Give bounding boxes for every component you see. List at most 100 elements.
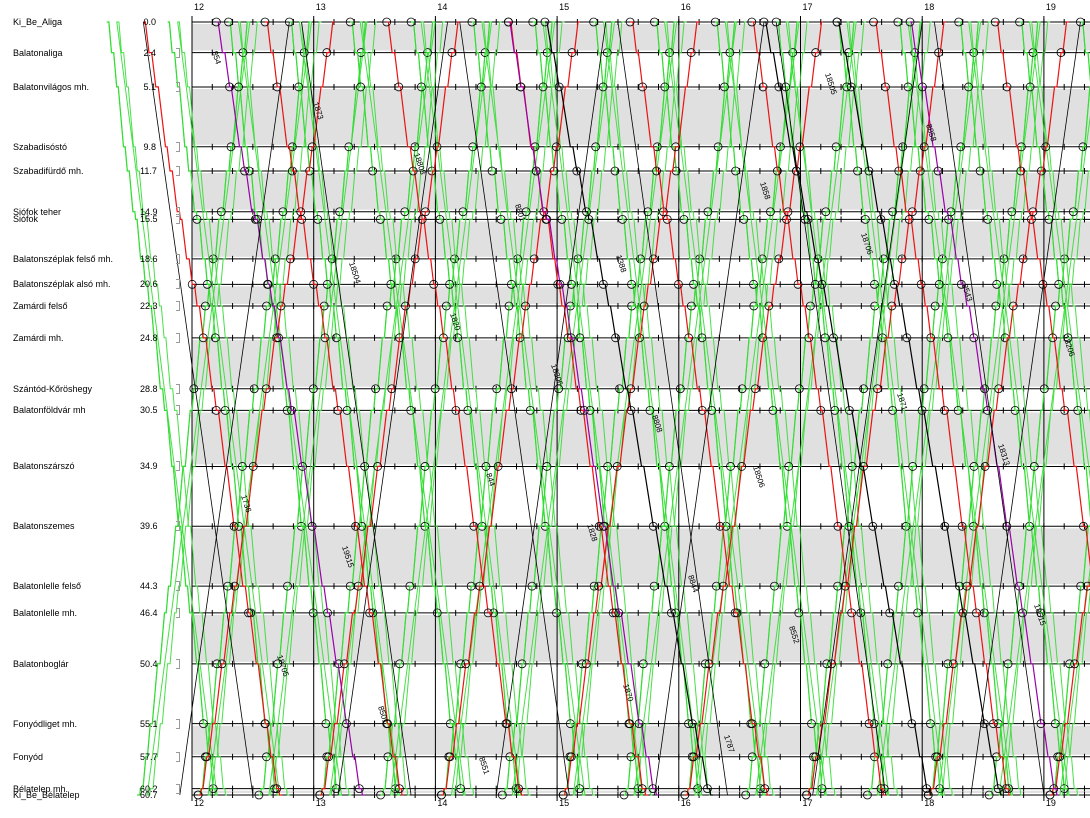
- station-km: 55.1: [140, 718, 158, 729]
- hour-axis: 12 12 13 13 14 14 15 15 16 16 17 17 18 18 19 19: [194, 2, 1056, 808]
- stop-marker: [652, 166, 661, 176]
- stop-marker: [760, 659, 770, 669]
- stop-marker: [932, 752, 942, 762]
- stop-marker: [320, 333, 330, 343]
- stop-marker: [554, 82, 564, 92]
- stop-marker: [371, 384, 380, 394]
- freight-path: [812, 21, 923, 796]
- stop-marker: [1044, 214, 1054, 224]
- stop-marker: [439, 333, 448, 343]
- train-path: [544, 21, 713, 796]
- station-name: Fonyódliget mh.: [13, 718, 78, 729]
- stop-marker: [832, 17, 842, 27]
- stop-marker: [1039, 384, 1049, 394]
- stop-marker: [671, 142, 681, 152]
- stop-marker: [713, 142, 723, 152]
- stop-marker: [612, 462, 622, 471]
- train-path: [715, 21, 827, 796]
- stop-marker: [401, 301, 410, 311]
- stop-marker: [504, 17, 513, 27]
- stop-marker: [432, 608, 442, 618]
- station-name: Balatonföldvár mh: [13, 405, 86, 416]
- train-path: [1050, 577, 1090, 796]
- stop-marker: [516, 82, 526, 92]
- hour-label-top: 15: [559, 2, 569, 12]
- stop-marker: [538, 82, 548, 92]
- stop-marker: [1027, 214, 1036, 224]
- station-name: Ki_Be_Bélatelep: [13, 790, 80, 800]
- stop-marker: [466, 581, 476, 591]
- stop-marker: [1048, 333, 1058, 343]
- train-path: [958, 21, 1069, 796]
- stop-marker: [739, 214, 749, 224]
- stop-marker: [581, 659, 591, 669]
- station-name: Siófok teher: [13, 206, 62, 217]
- station-band: [192, 88, 1090, 145]
- station-marker: [176, 332, 180, 343]
- stop-marker: [198, 333, 208, 343]
- station-marker: [176, 47, 180, 58]
- stop-marker: [859, 384, 868, 394]
- stop-marker: [926, 719, 935, 729]
- stop-marker: [821, 207, 831, 217]
- stop-marker: [458, 207, 468, 217]
- stop-marker: [845, 406, 854, 415]
- stop-marker: [774, 82, 784, 92]
- station-name: Balatonszéplak felső mh.: [13, 253, 114, 264]
- stop-marker: [447, 48, 457, 57]
- stop-marker: [999, 254, 1009, 264]
- stop-marker: [747, 752, 757, 762]
- stop-marker: [667, 608, 676, 618]
- stop-marker: [598, 279, 608, 289]
- stop-marker: [638, 659, 648, 669]
- freight-path: [459, 21, 570, 796]
- train-path: [593, 21, 702, 796]
- stop-marker: [979, 719, 989, 729]
- stop-marker: [726, 462, 735, 471]
- stop-marker: [943, 659, 953, 669]
- stop-marker: [504, 301, 514, 311]
- stop-marker: [394, 82, 404, 92]
- stop-marker: [469, 521, 479, 531]
- stop-marker: [315, 790, 325, 800]
- stop-marker: [731, 166, 740, 176]
- station-marker: [176, 461, 180, 472]
- station-marker: [176, 383, 180, 394]
- station-km: 15.5: [140, 214, 158, 225]
- stop-marker: [432, 142, 442, 152]
- stop-marker: [741, 790, 751, 800]
- stop-marker: [567, 279, 576, 289]
- station-band: [192, 390, 1090, 409]
- train-path: [508, 21, 659, 796]
- stop-marker: [822, 659, 832, 669]
- stop-marker: [276, 301, 286, 311]
- stop-marker: [944, 214, 954, 224]
- stop-marker: [649, 581, 659, 591]
- station-km: 5.1: [143, 81, 156, 92]
- stop-marker: [342, 719, 351, 729]
- stop-marker: [557, 214, 567, 224]
- station-name: Balatonlelle felső: [13, 581, 82, 592]
- stop-marker: [456, 784, 466, 794]
- stop-marker: [648, 784, 658, 794]
- stop-marker: [686, 48, 696, 57]
- stop-marker: [869, 17, 878, 27]
- train-path: [764, 21, 932, 796]
- train-path: [106, 21, 217, 796]
- stop-marker: [475, 581, 485, 591]
- train-path: [995, 21, 1090, 568]
- stop-marker: [943, 333, 953, 343]
- stop-marker: [831, 142, 841, 152]
- freight-path: [301, 21, 412, 796]
- stop-marker: [272, 784, 282, 794]
- stop-marker: [770, 581, 779, 591]
- stop-marker: [1065, 659, 1075, 669]
- stop-marker: [344, 142, 354, 152]
- stop-marker: [817, 784, 827, 794]
- stop-marker: [905, 17, 915, 27]
- stop-marker: [551, 142, 561, 152]
- station-km: 57.7: [140, 751, 158, 762]
- stop-marker: [711, 581, 721, 591]
- stop-marker: [614, 608, 624, 618]
- station-name: Balatonboglár: [13, 658, 69, 669]
